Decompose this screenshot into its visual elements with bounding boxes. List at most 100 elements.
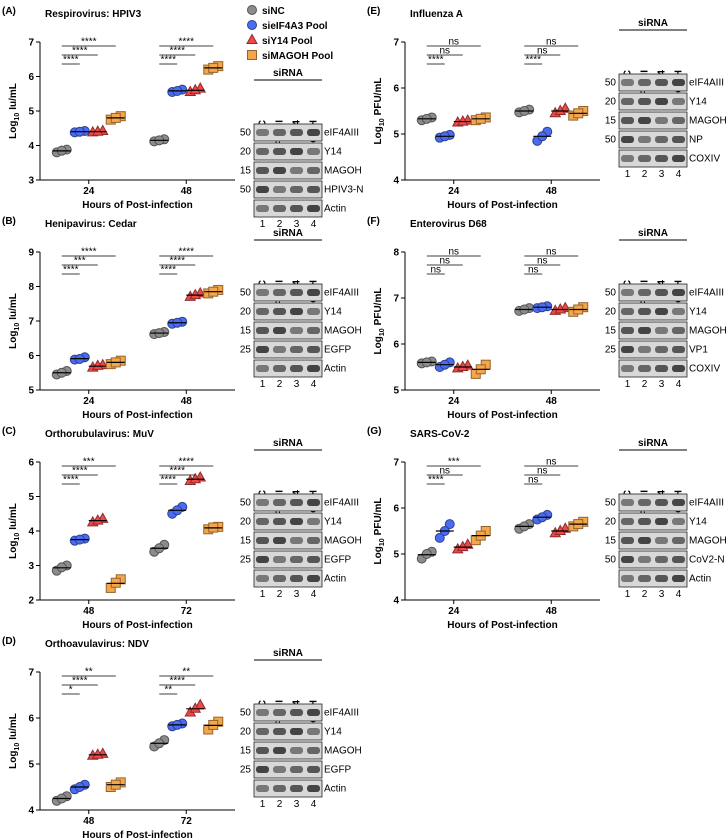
- lane-number: 2: [277, 799, 283, 810]
- blot-band: [672, 289, 685, 296]
- blot-band: [273, 167, 286, 174]
- blot-strip: [618, 302, 688, 321]
- blot-band: [256, 747, 269, 754]
- blot-band: [273, 575, 286, 582]
- y-tick-label: 6: [393, 504, 399, 515]
- significance-label: ***: [74, 256, 86, 267]
- blot-band: [638, 155, 651, 162]
- blot-band: [672, 575, 685, 582]
- blot-band: [655, 346, 668, 353]
- blot-strip: [253, 321, 323, 340]
- x-tick-label: 24: [448, 186, 460, 197]
- blot-row-label: eIF4AIII: [324, 708, 359, 719]
- data-point: [421, 549, 432, 559]
- significance-label: *: [69, 685, 73, 696]
- blot-band: [273, 148, 286, 155]
- blot-band: [638, 346, 651, 353]
- blot-band: [256, 327, 269, 334]
- x-axis-label: Hours of Post-infection: [447, 410, 558, 421]
- lane-number: 4: [311, 379, 317, 390]
- blot-strip: [618, 550, 688, 569]
- blot-strip: [253, 493, 323, 512]
- lane-number: 1: [260, 219, 266, 230]
- panel-title: Orthorubulavirus: MuV: [45, 429, 154, 440]
- blot-band: [621, 79, 634, 86]
- mw-marker: 50: [240, 498, 252, 509]
- blot-band: [672, 79, 685, 86]
- y-axis-label: Log10 PFU/mL: [373, 78, 386, 145]
- mw-marker: 20: [240, 517, 252, 528]
- blot-strip: [618, 73, 688, 92]
- blot-strip: [253, 703, 323, 722]
- y-axis-label: Log10 Iu/mL: [8, 293, 21, 349]
- panel-letter: (G): [367, 426, 381, 437]
- y-tick-label: 6: [28, 72, 34, 83]
- blot-strip: [618, 321, 688, 340]
- y-tick-label: 5: [393, 130, 399, 141]
- blot-band: [256, 556, 269, 563]
- significance-label: ns: [546, 457, 557, 468]
- blot-band: [290, 518, 303, 525]
- y-label-sub: 10: [379, 328, 386, 336]
- blot-strip: [253, 569, 323, 588]
- y-label-part: Log: [8, 751, 19, 769]
- blot-band: [290, 148, 303, 155]
- lane-number: 2: [277, 589, 283, 600]
- y-tick-label: 5: [28, 760, 34, 771]
- blot-band: [621, 117, 634, 124]
- blot-row-label: MAGOH: [324, 746, 362, 757]
- blot-band: [290, 785, 303, 792]
- blot-band: [655, 327, 668, 334]
- y-tick-label: 4: [28, 527, 34, 538]
- blot-band: [638, 365, 651, 372]
- blot-band: [273, 365, 286, 372]
- panel-letter: (F): [367, 216, 380, 227]
- blot-band: [273, 205, 286, 212]
- data-point: [91, 359, 104, 370]
- blot-band: [290, 728, 303, 735]
- y-tick-label: 6: [28, 351, 34, 362]
- y-tick-label: 5: [28, 386, 34, 397]
- blot-band: [256, 709, 269, 716]
- blot-strip: [618, 569, 688, 588]
- blot-band: [655, 365, 668, 372]
- blot-band: [655, 518, 668, 525]
- blot-band: [273, 556, 286, 563]
- blot-band: [655, 556, 668, 563]
- data-point: [91, 748, 104, 759]
- legend-marker: [246, 33, 258, 44]
- blot-band: [307, 728, 320, 735]
- blot-row-label: MAGOH: [689, 116, 727, 127]
- blot-band: [655, 136, 668, 143]
- blot-band: [273, 785, 286, 792]
- y-tick-label: 4: [393, 176, 399, 187]
- data-point: [554, 104, 567, 115]
- y-label-sub: 10: [379, 538, 386, 546]
- blot-row-label: COXIV: [689, 154, 720, 165]
- mw-marker: 15: [240, 746, 252, 757]
- significance-label: ns: [439, 256, 450, 267]
- legend-label: siMAGOH Pool: [262, 51, 333, 62]
- y-label-part: PFU/mL: [373, 78, 384, 116]
- mw-marker: 20: [240, 147, 252, 158]
- panel-title: Orthoavulavirus: NDV: [45, 639, 149, 650]
- blot-strip: [618, 493, 688, 512]
- data-point: [189, 472, 202, 484]
- significance-label: ****: [81, 37, 97, 48]
- blot-band: [621, 537, 634, 544]
- blot-band: [638, 327, 651, 334]
- data-point: [554, 524, 567, 535]
- y-axis-label: Log10 Iu/mL: [8, 713, 21, 769]
- panel-title: Enterovirus D68: [410, 219, 487, 230]
- blot-row-label: Y14: [689, 517, 707, 528]
- y-label-part: Log: [373, 546, 384, 564]
- blot-band: [638, 308, 651, 315]
- x-tick-label: 72: [181, 816, 193, 827]
- blot-band: [256, 148, 269, 155]
- blot-strip: [618, 149, 688, 168]
- blot-band: [307, 785, 320, 792]
- blot-header: siRNA: [273, 648, 303, 659]
- y-label-part: PFU/mL: [373, 498, 384, 536]
- significance-label: ns: [528, 475, 539, 486]
- lane-number: 3: [294, 379, 300, 390]
